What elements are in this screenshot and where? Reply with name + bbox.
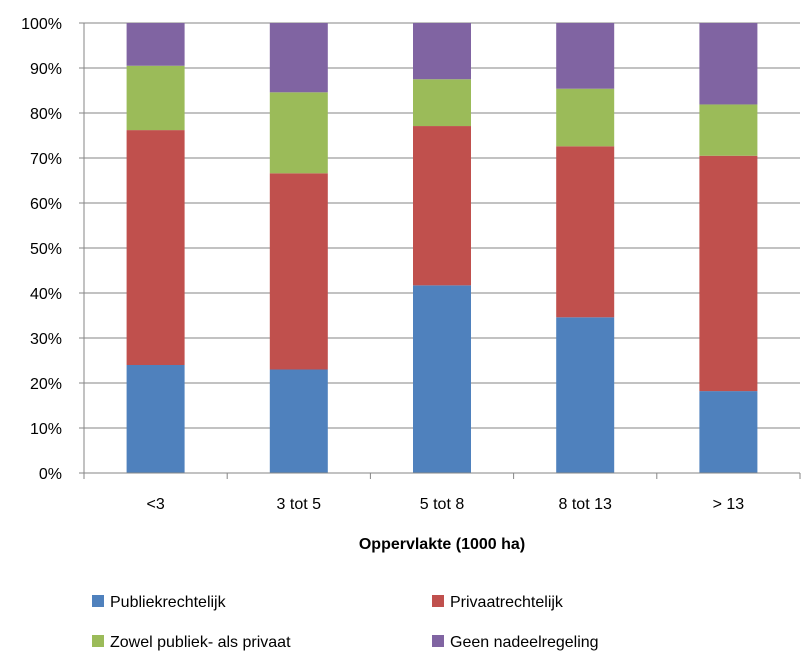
x-tick-label: > 13 (713, 496, 745, 513)
legend-swatch (432, 595, 444, 607)
y-tick-label: 10% (30, 421, 62, 438)
bar-segment (556, 88, 615, 147)
legend-label: Zowel publiek- als privaat (110, 634, 291, 651)
bar-segment (269, 23, 328, 93)
bar-segment (413, 79, 471, 127)
y-tick-label: 20% (30, 376, 62, 393)
legend-swatch (432, 635, 444, 647)
y-tick-label: 0% (39, 466, 62, 483)
bar-segment (126, 65, 185, 131)
x-tick-label: <3 (146, 496, 164, 513)
bar-segment (126, 23, 185, 66)
bar-segment (556, 317, 615, 473)
bar-segment (269, 369, 328, 473)
x-axis-ticks: <3 3 tot 5 5 tot 8 8 tot 13 > 13 (83, 473, 801, 513)
bar-segment (126, 365, 185, 473)
legend-swatch (92, 635, 104, 647)
legend: Publiekrechtelijk Privaatrechtelijk Zowel … (92, 594, 599, 651)
y-tick-label: 30% (30, 331, 62, 348)
y-tick-label: 40% (30, 286, 62, 303)
x-axis-title: Oppervlakte (1000 ha) (359, 536, 525, 553)
y-tick-label: 70% (30, 151, 62, 168)
x-tick-label: 5 tot 8 (420, 496, 465, 513)
legend-label: Privaatrechtelijk (450, 594, 564, 611)
y-axis-ticks: 0% 10% 20% 30% 40% 50% 60% 70% 80% 90% 100% (21, 16, 84, 483)
bar-segment (413, 23, 471, 80)
y-tick-label: 100% (21, 16, 62, 33)
legend-label: Publiekrechtelijk (110, 594, 227, 611)
bar-segment (556, 146, 615, 318)
bar-segment (699, 391, 758, 473)
legend-label: Geen nadeelregeling (450, 634, 599, 651)
bar-segment (699, 23, 758, 105)
bar-segment (126, 130, 185, 365)
y-tick-label: 90% (30, 61, 62, 78)
bar-segment (269, 92, 328, 174)
legend-swatch (92, 595, 104, 607)
bar-segment (269, 173, 328, 370)
bar-segment (413, 285, 471, 473)
bar-segment (556, 23, 615, 89)
x-tick-label: 8 tot 13 (559, 496, 612, 513)
y-tick-label: 50% (30, 241, 62, 258)
y-tick-label: 60% (30, 196, 62, 213)
bar-segment (413, 126, 471, 286)
bar-segment (699, 104, 758, 156)
bar-segment (699, 155, 758, 392)
bar-stacks (126, 23, 758, 473)
x-tick-label: 3 tot 5 (277, 496, 322, 513)
y-tick-label: 80% (30, 106, 62, 123)
